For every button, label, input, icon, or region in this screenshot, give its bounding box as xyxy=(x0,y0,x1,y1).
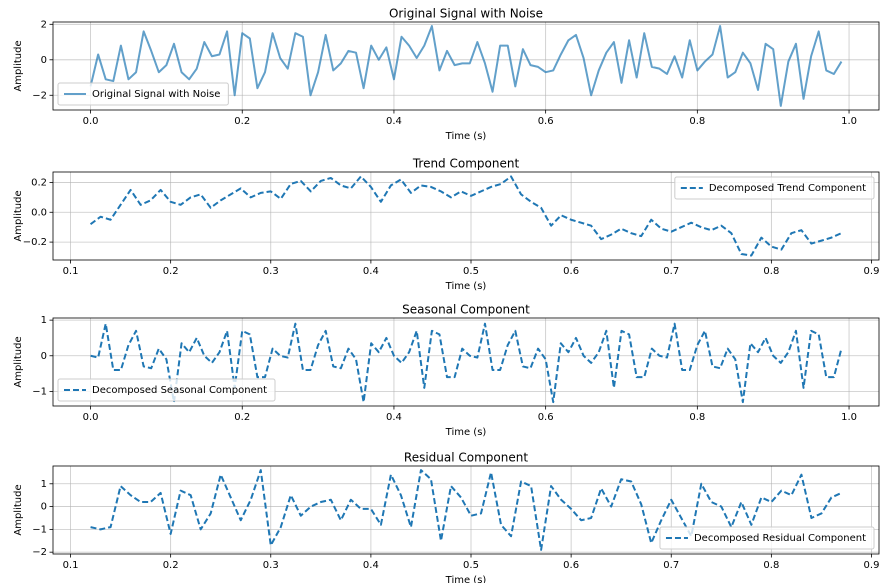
y-tick-label: −1 xyxy=(32,524,47,535)
x-tick-label: 0.8 xyxy=(763,266,779,277)
axes-frame xyxy=(52,171,880,261)
y-tick-label: 2 xyxy=(41,19,47,30)
x-tick-label: 0.3 xyxy=(263,560,279,571)
x-tick-label: 1.0 xyxy=(841,116,857,127)
x-tick-label: 0.2 xyxy=(163,266,179,277)
legend-box xyxy=(674,176,875,200)
axes-frame xyxy=(52,465,880,555)
legend-box xyxy=(57,82,229,106)
y-axis-label: Amplitude xyxy=(13,484,24,535)
subplot: 0.1 0.2 0.3 0.4 0.5 0.6 0.7 0.8 0.9 −2 −1 0 1 Residua… xyxy=(13,451,879,583)
data-line xyxy=(89,175,842,257)
y-tick-label: −1 xyxy=(32,386,47,397)
legend-label: Decomposed Residual Component xyxy=(694,533,866,544)
legend-box xyxy=(659,526,875,550)
x-axis-label: Time (s) xyxy=(445,575,487,583)
y-axis-label: Amplitude xyxy=(13,190,24,241)
x-tick-label: 0.2 xyxy=(234,116,250,127)
subplot: 0.1 0.2 0.3 0.4 0.5 0.6 0.7 0.8 0.9 −0.2 0.0 0.2 Tre… xyxy=(13,157,879,293)
x-tick-label: 0.6 xyxy=(563,266,579,277)
subplot: 0.0 0.2 0.4 0.6 0.8 1.0 −1 0 1 Seasonal Component… xyxy=(13,303,880,438)
x-tick-label: 0.1 xyxy=(63,266,79,277)
y-tick-label: 0 xyxy=(41,502,47,513)
x-tick-label: 0.4 xyxy=(386,412,402,423)
x-tick-label: 0.7 xyxy=(663,560,679,571)
x-tick-label: 1.0 xyxy=(841,412,857,423)
x-tick-label: 0.2 xyxy=(163,560,179,571)
y-tick-label: 0.0 xyxy=(31,207,47,218)
x-tick-label: 0.0 xyxy=(83,116,99,127)
x-tick-label: 0.8 xyxy=(763,560,779,571)
x-tick-label: 0.4 xyxy=(386,116,402,127)
y-tick-label: −0.2 xyxy=(23,237,47,248)
x-tick-label: 0.5 xyxy=(463,560,479,571)
x-tick-label: 0.8 xyxy=(689,116,705,127)
x-tick-label: 0.4 xyxy=(363,560,379,571)
x-tick-label: 0.2 xyxy=(234,412,250,423)
legend: Original Signal with Noise xyxy=(57,82,229,106)
y-axis-label: Amplitude xyxy=(13,40,24,91)
x-tick-label: 0.9 xyxy=(864,560,880,571)
data-line xyxy=(90,322,843,404)
x-tick-label: 0.8 xyxy=(689,412,705,423)
subplot: 0.0 0.2 0.4 0.6 0.8 1.0 −2 0 2 Original Signal wi… xyxy=(13,7,880,142)
data-line xyxy=(89,25,843,107)
x-tick-label: 0.3 xyxy=(263,266,279,277)
x-axis-label: Time (s) xyxy=(445,131,487,142)
y-tick-label: 1 xyxy=(41,479,47,490)
y-tick-label: 0 xyxy=(41,351,47,362)
legend: Decomposed Residual Component xyxy=(659,526,875,550)
legend-label: Decomposed Trend Component xyxy=(709,183,866,194)
x-axis-label: Time (s) xyxy=(445,281,487,292)
subplot-title: Seasonal Component xyxy=(402,303,530,317)
subplot-title: Residual Component xyxy=(404,451,528,465)
x-tick-label: 0.0 xyxy=(83,412,99,423)
x-tick-label: 0.6 xyxy=(538,412,554,423)
legend: Decomposed Trend Component xyxy=(674,176,875,200)
subplot-title: Trend Component xyxy=(412,157,520,171)
x-tick-label: 0.6 xyxy=(538,116,554,127)
legend-box xyxy=(57,378,276,402)
x-tick-label: 0.4 xyxy=(363,266,379,277)
axes-frame xyxy=(52,21,880,111)
y-tick-label: −2 xyxy=(32,90,47,101)
legend-label: Decomposed Seasonal Component xyxy=(92,385,267,396)
y-tick-label: 0.2 xyxy=(31,177,47,188)
x-axis-label: Time (s) xyxy=(445,427,487,438)
legend: Decomposed Seasonal Component xyxy=(57,378,276,402)
x-tick-label: 0.5 xyxy=(463,266,479,277)
subplot-title: Original Signal with Noise xyxy=(389,7,543,21)
data-line xyxy=(90,469,842,551)
y-tick-label: 1 xyxy=(41,315,47,326)
x-tick-label: 0.7 xyxy=(663,266,679,277)
y-tick-label: 0 xyxy=(41,55,47,66)
x-tick-label: 0.9 xyxy=(864,266,880,277)
axes-frame xyxy=(52,317,880,407)
legend-label: Original Signal with Noise xyxy=(92,89,220,100)
y-tick-label: −2 xyxy=(32,547,47,558)
y-axis-label: Amplitude xyxy=(13,336,24,387)
x-tick-label: 0.6 xyxy=(563,560,579,571)
x-tick-label: 0.1 xyxy=(63,560,79,571)
